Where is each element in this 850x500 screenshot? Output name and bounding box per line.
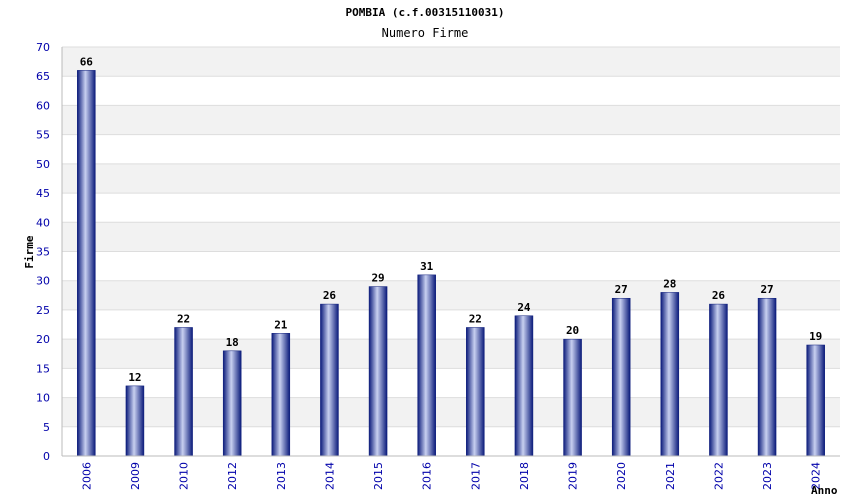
- data-label: 31: [420, 260, 434, 273]
- data-label: 24: [517, 301, 531, 314]
- chart-subtitle: Numero Firme: [382, 26, 469, 40]
- x-axis-label: Anno: [811, 484, 838, 497]
- y-tick-label: 30: [36, 275, 50, 288]
- x-tick-label: 2018: [518, 462, 531, 490]
- x-tick-label: 2022: [712, 462, 725, 490]
- x-tick-label: 2014: [323, 462, 336, 490]
- y-tick-label: 35: [36, 246, 50, 259]
- y-axis-ticks: 0 5 10 15 20 25 30 35 40 45 50 55 60 65 70: [36, 41, 50, 463]
- bar: [368, 286, 388, 457]
- bar: [417, 274, 436, 457]
- bar: [709, 303, 728, 457]
- x-tick-label: 2006: [80, 462, 93, 490]
- x-tick-label: 2020: [615, 462, 628, 490]
- data-label: 22: [177, 312, 190, 325]
- grid-band: [62, 222, 840, 252]
- bar: [320, 303, 339, 457]
- chart-title: POMBIA (c.f.00315110031): [346, 6, 505, 19]
- data-label: 28: [663, 277, 676, 290]
- x-axis-ticks: 2006 2009 2010 2012 2013 2014 2015 2016 2017 2018…: [80, 462, 822, 490]
- x-tick-label: 2010: [178, 462, 191, 490]
- x-tick-label: 2019: [567, 462, 580, 490]
- y-tick-label: 0: [43, 450, 50, 463]
- x-tick-label: 2009: [129, 462, 142, 490]
- bar: [222, 350, 242, 457]
- y-tick-label: 10: [36, 392, 50, 405]
- y-tick-label: 65: [36, 70, 50, 83]
- y-tick-label: 20: [36, 333, 50, 346]
- data-label: 27: [760, 283, 773, 296]
- bar: [125, 385, 145, 457]
- data-label: 21: [274, 318, 288, 331]
- x-tick-label: 2024: [810, 462, 823, 490]
- y-tick-label: 70: [36, 41, 50, 54]
- bar: [611, 297, 631, 457]
- data-label: 26: [712, 289, 726, 302]
- data-label: 66: [80, 55, 94, 68]
- x-tick-label: 2017: [469, 462, 482, 490]
- data-labels: 66 12 22 18 21 26 29 31 22 24 20 27 28 26 27 19: [80, 55, 823, 384]
- bar: [806, 344, 825, 457]
- x-tick-label: 2012: [226, 462, 239, 490]
- data-label: 18: [226, 336, 239, 349]
- bar: [271, 333, 291, 457]
- x-tick-label: 2016: [421, 462, 434, 490]
- data-label: 20: [566, 324, 579, 337]
- y-tick-label: 50: [36, 158, 50, 171]
- data-label: 29: [371, 272, 384, 285]
- bar: [514, 315, 534, 457]
- bar: [174, 327, 193, 457]
- data-label: 27: [615, 283, 628, 296]
- bar: [563, 338, 582, 457]
- data-label: 12: [128, 371, 141, 384]
- bar: [77, 70, 96, 457]
- bar: [466, 327, 485, 457]
- x-tick-label: 2015: [372, 462, 385, 490]
- grid-band: [62, 105, 840, 135]
- y-tick-label: 40: [36, 216, 50, 229]
- x-tick-label: 2021: [664, 462, 677, 490]
- data-label: 19: [809, 330, 822, 343]
- data-label: 22: [469, 312, 482, 325]
- y-tick-label: 60: [36, 99, 50, 112]
- y-tick-label: 15: [36, 362, 50, 375]
- y-tick-label: 45: [36, 187, 50, 200]
- y-tick-label: 25: [36, 304, 50, 317]
- x-tick-label: 2013: [275, 462, 288, 490]
- y-tick-label: 55: [36, 129, 50, 142]
- bar: [660, 292, 680, 457]
- grid-band: [62, 47, 840, 77]
- y-tick-label: 5: [43, 421, 50, 434]
- bar: [757, 297, 777, 457]
- y-axis-label: Firme: [23, 235, 36, 268]
- data-label: 26: [323, 289, 337, 302]
- x-tick-label: 2023: [761, 462, 774, 490]
- grid-band: [62, 163, 840, 194]
